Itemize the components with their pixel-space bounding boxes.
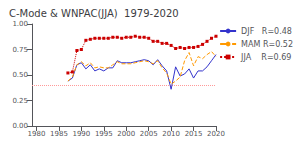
svg-text:MAM R=0.52: MAM R=0.52 xyxy=(241,40,293,49)
svg-text:2010: 2010 xyxy=(162,130,180,138)
svg-text:1995: 1995 xyxy=(95,130,113,138)
svg-text:2020: 2020 xyxy=(207,130,225,138)
svg-text:1980: 1980 xyxy=(28,130,46,138)
svg-text:1985: 1985 xyxy=(50,130,68,138)
svg-text:0.50: 0.50 xyxy=(12,71,28,79)
svg-text:C-Mode & WNPAC(JJA) 1979-2020: C-Mode & WNPAC(JJA) 1979-2020 xyxy=(9,8,179,19)
svg-text:JJA R=0.69: JJA R=0.69 xyxy=(240,53,291,62)
svg-text:1990: 1990 xyxy=(72,130,90,138)
svg-text:1.00: 1.00 xyxy=(12,20,28,28)
svg-text:0.25: 0.25 xyxy=(12,97,28,105)
svg-text:DJF R=0.48: DJF R=0.48 xyxy=(241,27,292,36)
svg-text:2015: 2015 xyxy=(185,130,203,138)
svg-text:2000: 2000 xyxy=(117,130,135,138)
svg-text:0.75: 0.75 xyxy=(12,46,28,54)
svg-text:0.00: 0.00 xyxy=(12,122,28,130)
svg-text:2005: 2005 xyxy=(140,130,158,138)
